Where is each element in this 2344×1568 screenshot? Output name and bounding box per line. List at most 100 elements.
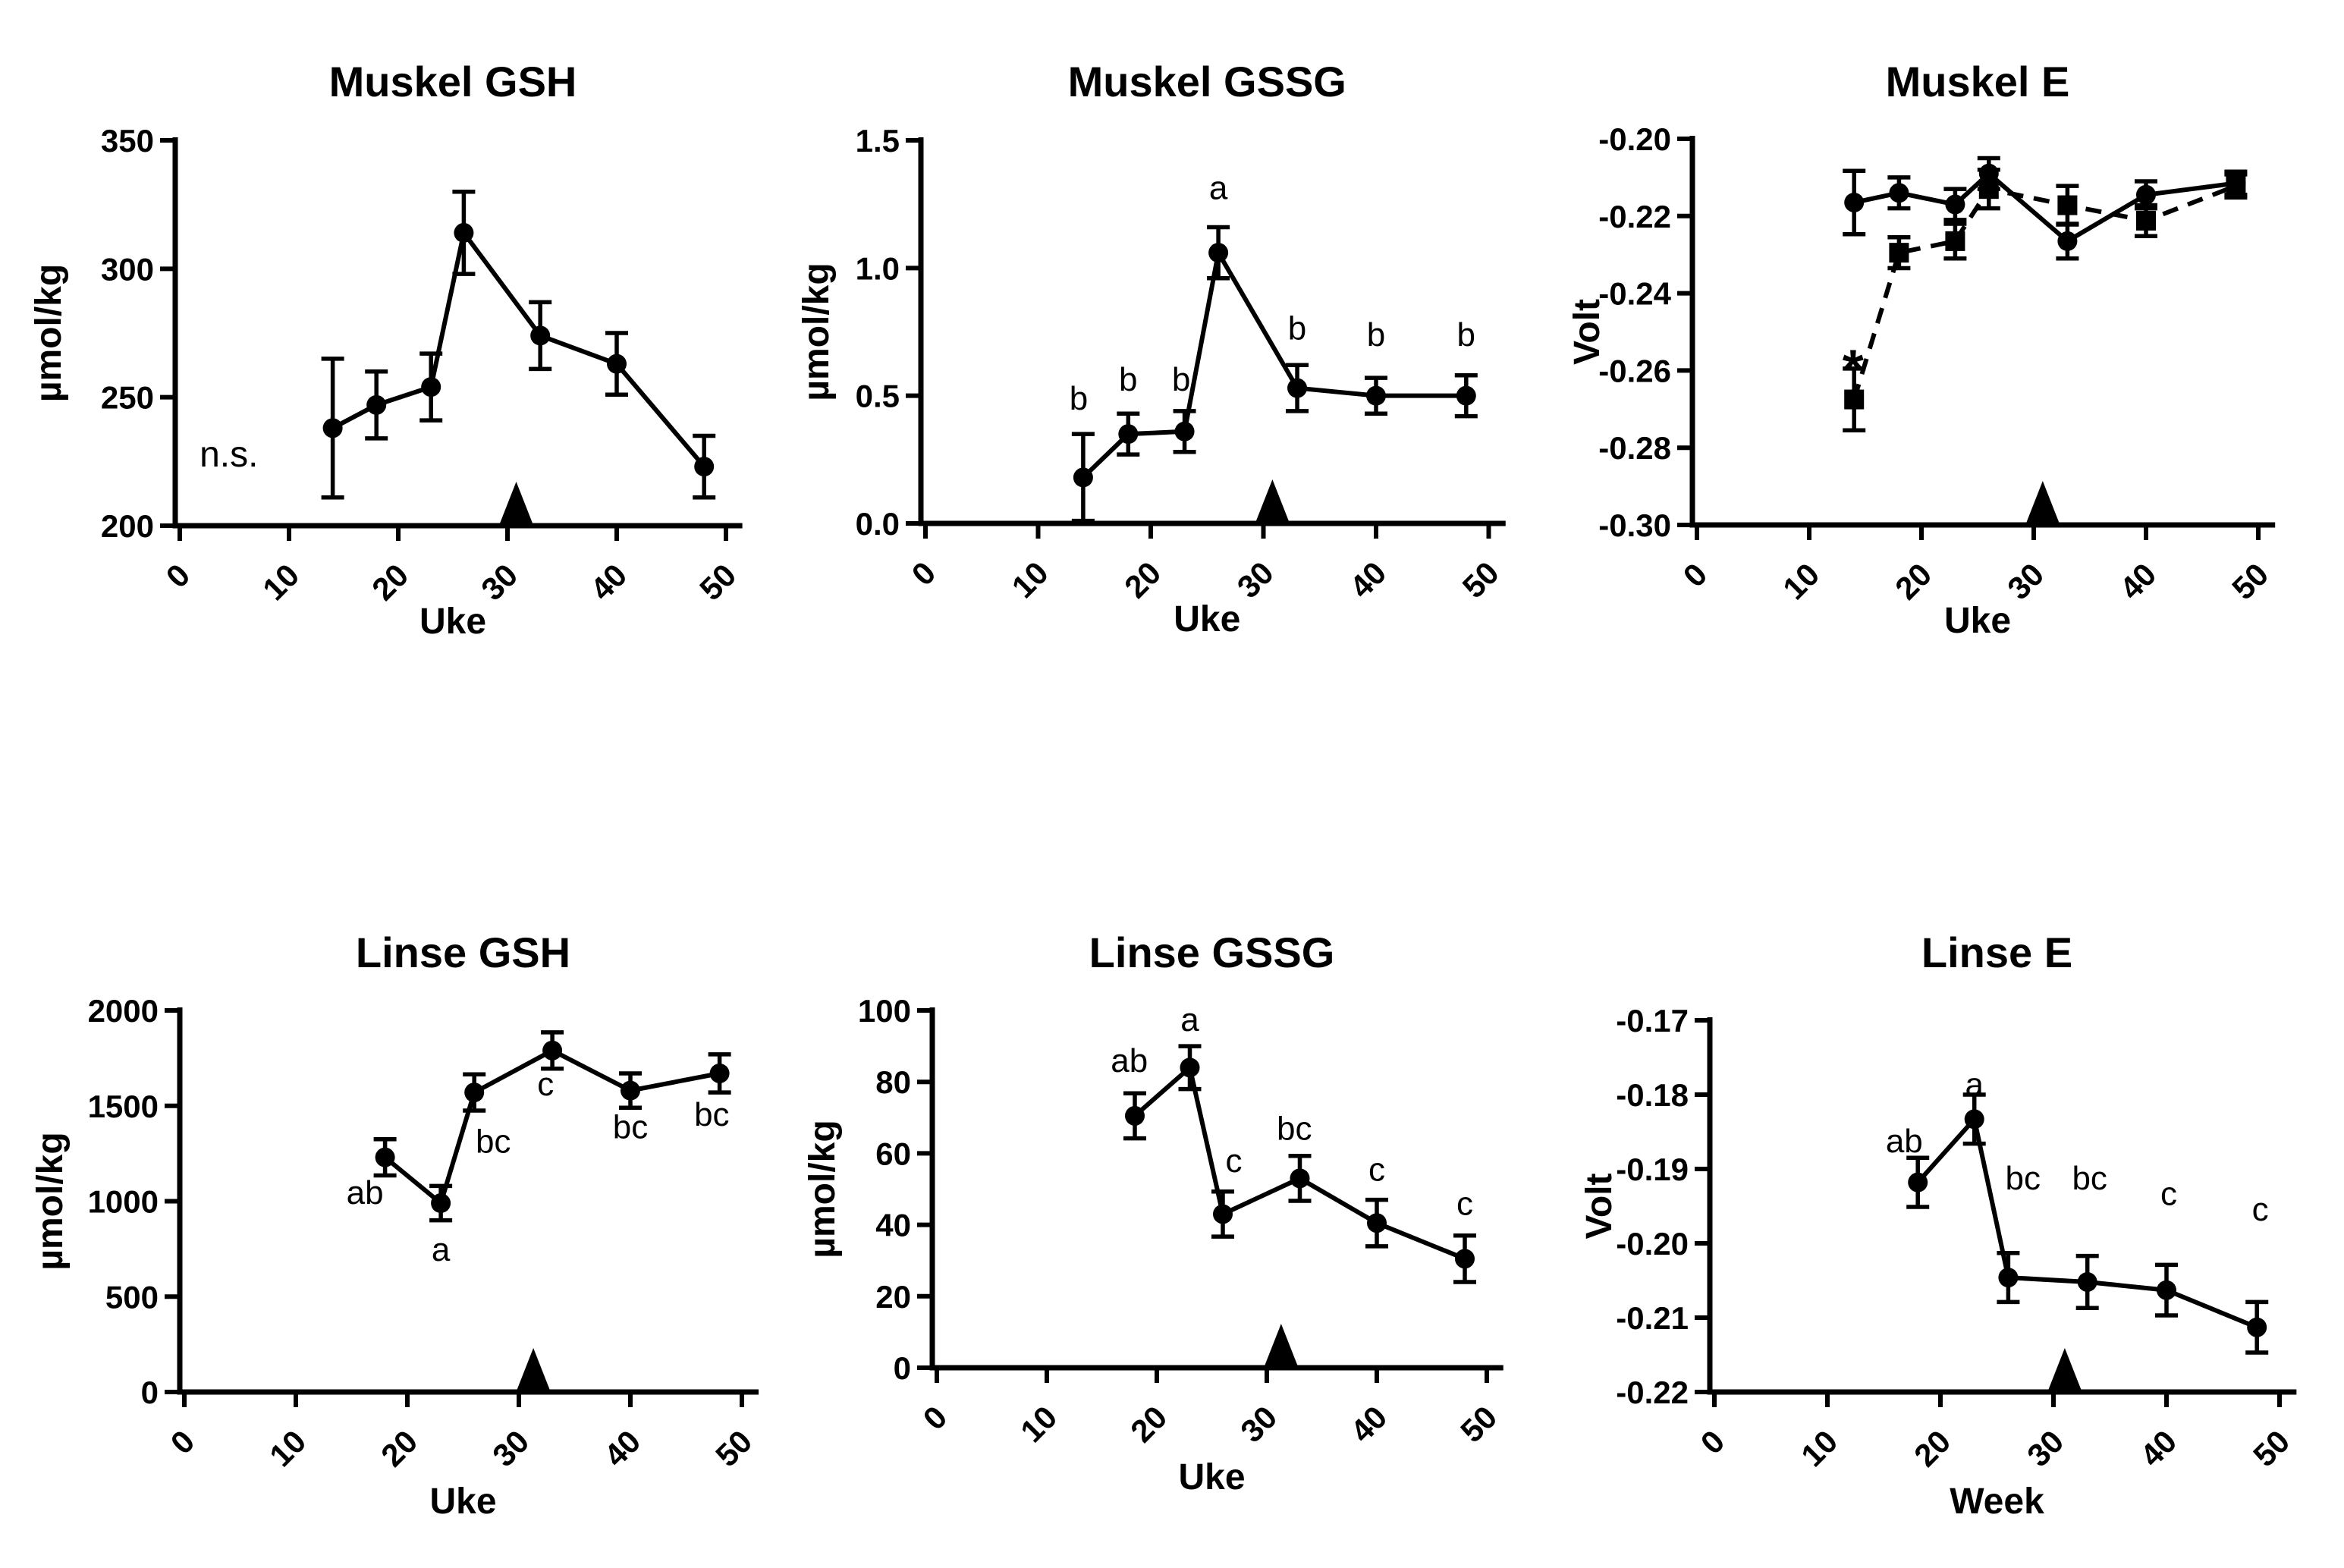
y-tick-label: -0.18	[1616, 1077, 1689, 1113]
y-axis-label: µmol/kg	[803, 1120, 843, 1258]
y-tick-label: -0.17	[1616, 1003, 1689, 1039]
y-tick-label: -0.20	[1616, 1226, 1689, 1262]
data-point-circle	[1287, 378, 1308, 398]
chart-title: Linse GSH	[356, 929, 570, 976]
y-tick-label: 60	[875, 1136, 911, 1171]
series-line-solid	[1081, 250, 1466, 479]
y-tick-label: -0.28	[1598, 430, 1671, 466]
x-ticks: 0 10 20 30 40 50	[916, 1368, 1503, 1449]
y-tick-label: -0.20	[1598, 121, 1671, 157]
data-point-circle	[2057, 231, 2078, 251]
axes	[918, 137, 1506, 526]
x-tick-label: 10	[256, 557, 306, 607]
chart-title: Linse GSSG	[1089, 929, 1335, 976]
annotation-a: a	[1965, 1066, 1984, 1103]
data-point-circle	[1208, 243, 1229, 263]
series-muskel-e-squares	[1843, 167, 2248, 433]
x-tick-label: 0	[1694, 1423, 1732, 1461]
y-tick-label: 300	[101, 251, 154, 287]
data-point-square	[2226, 176, 2246, 196]
data-point-circle	[1908, 1172, 1928, 1192]
y-ticks: 0 20 40 60 80 100	[858, 993, 932, 1386]
x-tick-label: 10	[262, 1423, 313, 1473]
chart-cell-muskel-gsh: Muskel GSH µmol/kg Uke 200 250 300 350 0 10 20 30 4…	[0, 0, 781, 784]
x-axis-label: Uke	[429, 1482, 496, 1522]
annotation-ab: ab	[1111, 1042, 1148, 1079]
x-ticks: 0 10 20 30 40 50	[905, 523, 1506, 605]
linse-gsh-chart: Linse GSH µmol/kg Uke 0 500 1000 1500 2000 0 10 20…	[30, 929, 759, 1522]
x-tick-label: 20	[1123, 1399, 1174, 1449]
y-tick-label: 0.0	[856, 506, 900, 542]
data-point-circle	[1366, 385, 1386, 406]
event-arrowhead-marker	[2025, 481, 2060, 523]
x-tick-label: 30	[474, 557, 524, 607]
y-tick-label: -0.24	[1598, 276, 1671, 312]
chart-cell-linse-gsh: Linse GSH µmol/kg Uke 0 500 1000 1500 2000 0 10 20…	[0, 784, 781, 1568]
x-tick-label: 0	[1676, 556, 1714, 594]
data-point-circle	[1455, 1249, 1475, 1269]
series-line-solid	[1133, 1065, 1466, 1262]
series-linse-gsh	[373, 1030, 731, 1223]
data-point-circle	[431, 1193, 451, 1214]
axes	[1689, 136, 2276, 528]
y-tick-label: 1500	[88, 1089, 159, 1124]
y-tick-label: 40	[875, 1208, 911, 1243]
y-tick-label: -0.30	[1598, 507, 1671, 543]
y-tick-label: -0.22	[1616, 1375, 1689, 1410]
x-tick-label: 40	[2133, 1423, 2183, 1473]
chart-title: Muskel GSSG	[1068, 58, 1346, 105]
x-tick-label: 10	[1013, 1399, 1064, 1449]
x-ticks: 0 10 20 30 40 50	[164, 1392, 759, 1473]
linse-e-chart: Linse E Volt Week -0.17 -0.18 -0.19 -0.20 -0.21…	[1579, 929, 2296, 1522]
x-tick-label: 20	[1907, 1423, 1957, 1473]
annotation-c: c	[2252, 1191, 2269, 1228]
x-tick-label: 50	[1453, 1399, 1503, 1449]
data-point-circle	[366, 394, 387, 415]
x-tick-label: 40	[2113, 556, 2163, 606]
x-axis-label: Uke	[419, 602, 486, 642]
data-point-circle	[1889, 183, 1909, 203]
annotation-a: a	[1209, 169, 1228, 206]
x-tick-label: 50	[693, 557, 743, 607]
annotation-bc: bc	[2072, 1160, 2107, 1197]
annotation-c: c	[2160, 1175, 2177, 1212]
x-axis-label: Week	[1950, 1482, 2044, 1522]
y-tick-label: 250	[101, 380, 154, 416]
x-axis-label: Uke	[1944, 601, 2011, 641]
data-point-circle	[694, 457, 715, 477]
series-line-dashed	[1852, 184, 2237, 401]
x-tick-label: 20	[1888, 556, 1938, 606]
series-line-solid	[1915, 1117, 2258, 1330]
axes	[172, 137, 743, 529]
data-point-circle	[2157, 1280, 2176, 1300]
muskel-gsh-chart: Muskel GSH µmol/kg Uke 200 250 300 350 0 10 20 30 4…	[29, 58, 743, 642]
annotation-c: c	[537, 1066, 554, 1103]
data-point-circle	[1367, 1213, 1387, 1233]
data-point-circle	[2136, 184, 2156, 205]
chart-title: Muskel E	[1886, 58, 2070, 105]
data-point-circle	[621, 1080, 640, 1101]
series-line-solid	[331, 230, 706, 469]
y-tick-label: -0.19	[1616, 1152, 1689, 1187]
data-point-circle	[709, 1063, 730, 1083]
y-tick-label: 2000	[88, 993, 159, 1029]
y-tick-label: 500	[105, 1279, 159, 1315]
data-point-circle	[542, 1040, 563, 1061]
event-arrowhead-marker	[517, 1348, 551, 1390]
chart-cell-linse-e: Linse E Volt Week -0.17 -0.18 -0.19 -0.20 -0.21…	[1563, 784, 2344, 1568]
data-point-circle	[1945, 194, 1965, 215]
data-point-circle	[322, 418, 343, 438]
x-tick-label: 50	[1456, 555, 1506, 605]
x-tick-label: 30	[1233, 1399, 1284, 1449]
y-tick-label: 1.5	[856, 123, 900, 159]
data-point-square	[2057, 195, 2078, 215]
y-tick-label: 0.5	[856, 379, 900, 414]
annotation-a: a	[432, 1231, 451, 1268]
series-linse-gssg	[1123, 1044, 1476, 1284]
y-tick-label: -0.22	[1598, 199, 1671, 234]
annotation-bc: bc	[694, 1096, 729, 1133]
data-point-circle	[464, 1083, 485, 1103]
y-tick-label: 200	[101, 508, 154, 544]
y-ticks: -0.20 -0.22 -0.24 -0.26 -0.28 -0.30	[1598, 121, 1692, 543]
y-tick-label: 80	[875, 1064, 911, 1100]
